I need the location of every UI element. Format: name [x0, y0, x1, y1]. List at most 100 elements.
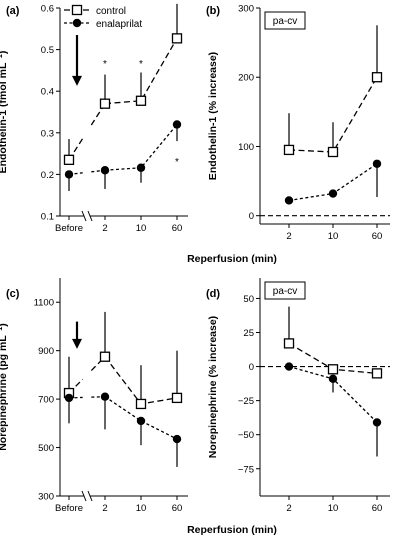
x-tick-label: Before: [55, 503, 83, 514]
legend-label-control: control: [96, 6, 126, 17]
legend-marker-control: [71, 4, 83, 16]
panel-label: (c): [6, 288, 20, 300]
data-point-circle: [100, 166, 110, 175]
significance-mark: ***: [171, 0, 183, 2]
y-tick-label: 25: [243, 328, 254, 339]
x-tick-label: 10: [136, 223, 147, 234]
data-point-square: [63, 154, 75, 165]
y-axis-label: Endothelin-1 (% increase): [207, 52, 219, 180]
data-point-circle: [136, 416, 146, 426]
y-axis-label-text: Endothelin-1 (fmol mL: [0, 62, 9, 173]
pa-cv-box: [264, 11, 306, 30]
data-point-square: [99, 351, 111, 362]
data-point-circle: [136, 163, 146, 172]
data-point-square: [99, 98, 111, 109]
y-axis-label: Norepinephrine (% increase): [207, 316, 219, 458]
axis-break-mark: [87, 210, 93, 222]
y-axis-label: Norepinephrine (pg mL−1): [0, 323, 9, 451]
y-tick-label: 0: [249, 211, 254, 222]
y-tick-label: 0.3: [41, 128, 54, 139]
enalaprilat-series-line: [104, 124, 178, 171]
x-tick-label: 60: [372, 503, 383, 514]
data-point-circle: [100, 392, 110, 401]
reperfusion-arrowhead: [72, 75, 82, 86]
control-series-line: [288, 76, 378, 153]
data-point-square: [371, 72, 383, 83]
y-tick-label: −25: [238, 396, 254, 407]
axis-break-mark: [81, 490, 87, 502]
data-point-circle: [328, 189, 338, 198]
y-tick-label: 0.1: [41, 212, 54, 223]
y-tick-label: 300: [38, 492, 54, 503]
y-tick-label: 1100: [34, 298, 54, 309]
significance-mark: *: [103, 59, 107, 70]
y-tick-label: 900: [38, 346, 54, 357]
y-tick-label: 0.2: [41, 170, 54, 181]
y-axis-label: Endothelin-1 (fmol mL−1): [0, 51, 9, 174]
data-point-square: [327, 364, 339, 375]
y-axis-label-superscript: −1: [0, 327, 4, 336]
y-tick-label: 200: [238, 73, 254, 84]
data-point-circle: [172, 120, 182, 129]
x-tick-label: 10: [136, 503, 147, 514]
y-tick-label: −50: [238, 430, 254, 441]
data-point-circle: [64, 170, 74, 179]
pa-cv-box: [264, 281, 306, 300]
data-point-circle: [372, 159, 382, 168]
x-tick-label: 10: [328, 503, 339, 514]
data-point-circle: [284, 362, 294, 371]
data-point-circle: [172, 434, 182, 444]
data-point-square: [327, 146, 339, 158]
x-tick-label: 2: [102, 223, 107, 234]
x-axis-label: Reperfusion (min): [187, 253, 277, 265]
x-tick-label: 60: [172, 503, 183, 514]
data-point-circle: [328, 374, 338, 384]
data-point-square: [171, 392, 183, 404]
x-axis-label: Reperfusion (min): [187, 524, 277, 536]
data-point-circle: [64, 393, 74, 403]
x-tick-label: 2: [286, 503, 291, 514]
y-tick-label: 0.4: [41, 87, 54, 98]
pa-cv-label: pa-cv: [273, 286, 297, 297]
y-tick-label: 100: [238, 142, 254, 153]
panel-label: (a): [6, 5, 20, 17]
data-point-circle: [372, 418, 382, 427]
y-tick-label: 0: [249, 362, 254, 373]
y-axis-label-close: ): [0, 51, 9, 55]
significance-mark: *: [175, 157, 179, 168]
panel-label: (d): [206, 288, 220, 300]
y-tick-label: 700: [38, 395, 54, 406]
data-point-square: [135, 398, 147, 410]
data-point-square: [135, 95, 147, 106]
y-tick-label: 300: [238, 4, 254, 15]
x-tick-label: 2: [102, 503, 107, 514]
legend-marker-enalaprilat: [72, 18, 82, 28]
reperfusion-arrowhead: [72, 338, 82, 349]
y-axis-label-close: ): [0, 323, 9, 327]
data-point-square: [371, 368, 383, 379]
y-tick-label: 0.6: [41, 4, 54, 15]
y-axis-label-superscript: −1: [0, 54, 4, 63]
data-point-square: [171, 33, 183, 44]
x-tick-label: 60: [172, 223, 183, 234]
axis-break-mark: [81, 210, 87, 222]
control-series-line: [104, 38, 178, 105]
control-series-line: [90, 356, 106, 371]
y-tick-label: 50: [243, 294, 254, 305]
y-axis-label-text: Endothelin-1 (% increase): [207, 52, 219, 180]
x-tick-label: 10: [328, 231, 339, 242]
axis-break-mark: [87, 490, 93, 502]
y-tick-label: −75: [238, 464, 254, 475]
legend-label-enalaprilat: enalaprilat: [96, 19, 142, 30]
y-axis-label-text: Norepinephrine (pg mL: [0, 335, 9, 451]
pa-cv-label: pa-cv: [273, 16, 297, 27]
data-point-square: [283, 338, 295, 349]
y-axis-label-text: Norepinephrine (% increase): [207, 316, 219, 458]
x-tick-label: 2: [286, 231, 291, 242]
y-tick-label: 500: [38, 443, 54, 454]
panel-label: (b): [206, 5, 220, 17]
significance-mark: *: [139, 59, 143, 70]
x-tick-label: 60: [372, 231, 383, 242]
data-point-circle: [284, 196, 294, 205]
x-tick-label: Before: [55, 223, 83, 234]
